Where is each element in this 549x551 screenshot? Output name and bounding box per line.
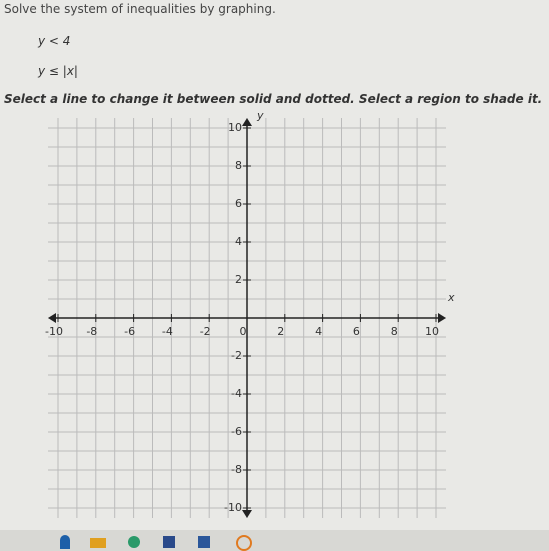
title: Solve the system of inequalities by grap…: [4, 2, 276, 16]
inequality: y ≤ |x|: [38, 64, 78, 78]
icon[interactable]: [236, 535, 252, 551]
axis-label: x: [447, 291, 455, 304]
y-tick-label: 6: [235, 197, 242, 210]
y-tick-label: -2: [231, 349, 242, 362]
x-tick-label: 6: [353, 325, 360, 338]
inequality: y < 4: [38, 34, 71, 48]
x-tick-label: 2: [277, 325, 284, 338]
y-tick-label: 10: [228, 121, 242, 134]
y-tick-label: -6: [231, 425, 242, 438]
y-tick-label: -10: [224, 501, 242, 514]
y-tick-label: 2: [235, 273, 242, 286]
y-tick-label: -4: [231, 387, 242, 400]
x-tick-label: 0: [240, 325, 247, 338]
y-tick-label: 4: [235, 235, 242, 248]
icon[interactable]: [198, 536, 210, 548]
y-tick-label: 8: [235, 159, 242, 172]
x-tick-label: 4: [315, 325, 322, 338]
taskbar: [0, 530, 549, 551]
graph[interactable]: x y -10 -8 -6 -4 -2 0 2 4 6 8 10 -10 -8 -6 -4 -2 2 4 6 8 10: [0, 0, 549, 530]
icon[interactable]: [163, 536, 175, 548]
icon[interactable]: [128, 536, 140, 548]
x-tick-label: -4: [162, 325, 173, 338]
x-tick-label: -8: [86, 325, 97, 338]
x-tick-label: 10: [425, 325, 439, 338]
icon[interactable]: [60, 535, 70, 549]
x-tick-label: -10: [45, 325, 63, 338]
x-tick-label: 8: [391, 325, 398, 338]
y-tick-label: -8: [231, 463, 242, 476]
instruction: Select a line to change it between solid…: [4, 92, 543, 106]
x-tick-label: -2: [200, 325, 211, 338]
icon[interactable]: [90, 538, 106, 548]
x-tick-label: -6: [124, 325, 135, 338]
axis-label: y: [256, 109, 264, 122]
